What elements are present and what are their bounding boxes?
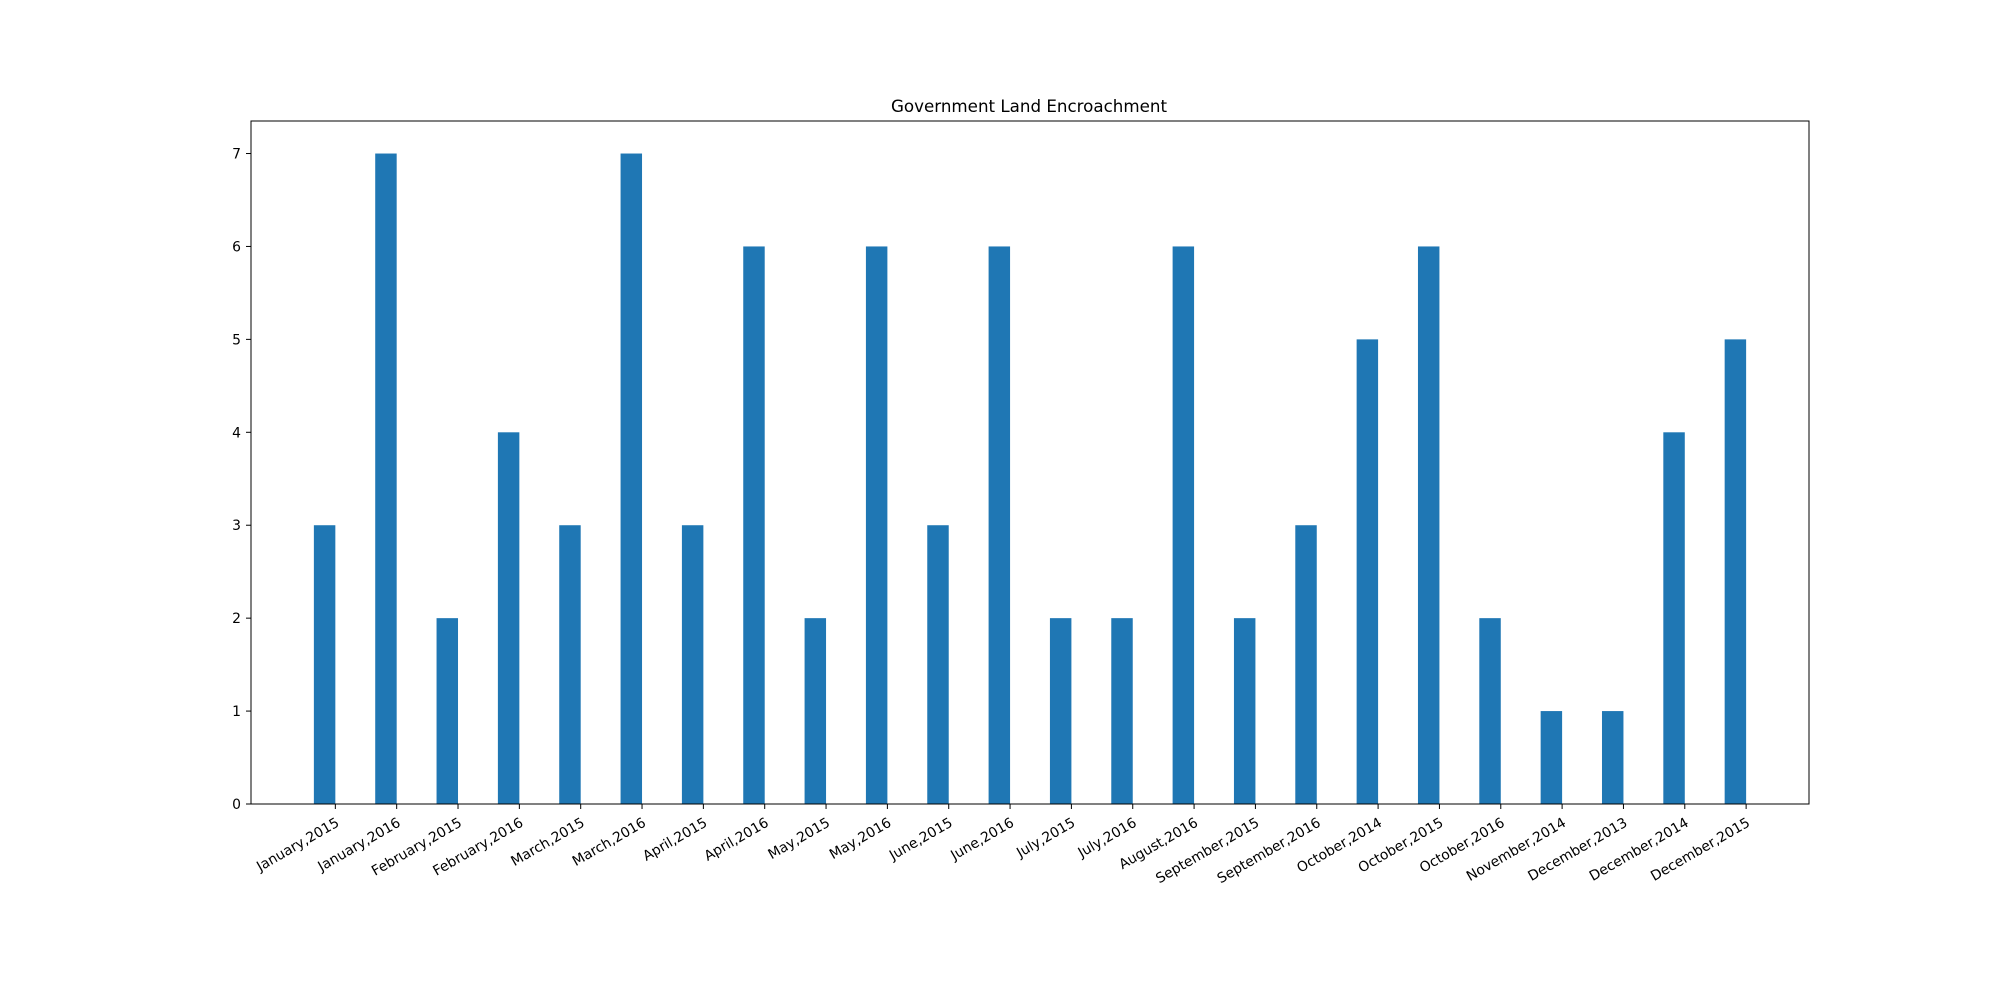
bar-december-2014 [1663, 432, 1685, 804]
bar-april-2015 [681, 525, 704, 804]
bar-october-2015 [1417, 246, 1440, 804]
bar-october-2016 [1479, 618, 1501, 804]
y-tick-label: 7 [232, 147, 241, 163]
bar-december-2015 [1724, 339, 1747, 804]
bar-april-2016 [743, 246, 765, 804]
bar-july-2015 [1049, 618, 1072, 804]
bar-january-2016 [375, 153, 397, 804]
bar-february-2015 [436, 618, 459, 804]
bar-march-2015 [559, 525, 581, 804]
y-tick-label: 6 [232, 239, 241, 255]
bar-december-2013 [1601, 711, 1624, 804]
y-tick-label: 1 [232, 704, 241, 720]
y-tick-label: 3 [232, 518, 241, 534]
bar-october-2014 [1356, 339, 1379, 804]
y-tick-label: 2 [232, 611, 241, 627]
bar-july-2016 [1111, 618, 1133, 804]
plot-area-frame [250, 120, 1810, 805]
bar-september-2015 [1233, 618, 1256, 804]
bar-september-2016 [1295, 525, 1317, 804]
y-tick-label: 5 [232, 332, 241, 348]
bar-january-2015 [313, 525, 336, 804]
bar-june-2016 [988, 246, 1011, 804]
bar-august-2016 [1172, 246, 1195, 804]
y-tick-label: 0 [232, 797, 241, 813]
y-axis: 0 1 2 3 4 5 6 7 [232, 147, 251, 813]
bar-february-2016 [497, 432, 520, 804]
bar-june-2015 [927, 525, 949, 804]
bar-may-2015 [804, 618, 827, 804]
bars-layer [313, 153, 1747, 804]
bar-november-2014 [1540, 711, 1563, 804]
bar-may-2016 [865, 246, 888, 804]
bar-march-2016 [620, 153, 643, 804]
chart-title: Government Land Encroachment [891, 96, 1167, 116]
y-tick-label: 4 [232, 425, 241, 441]
